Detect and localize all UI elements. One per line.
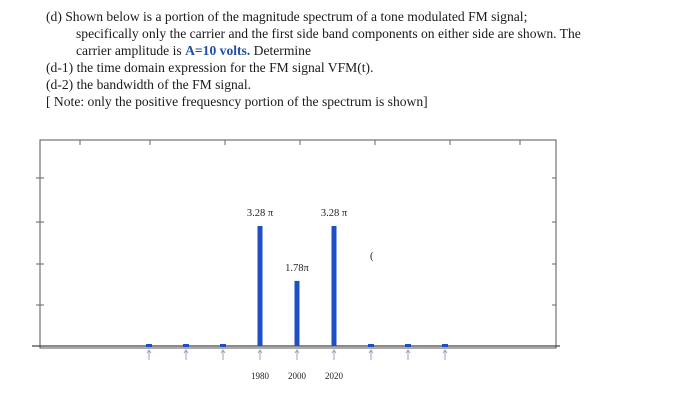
arrow-head	[442, 349, 448, 354]
carrier-text: carrier amplitude is	[76, 43, 186, 58]
problem-line-3: carrier amplitude is A=10 volts. Determi…	[46, 42, 686, 59]
small-sideband-mark	[146, 344, 152, 347]
arrow-head	[257, 349, 263, 354]
arrow-head	[220, 349, 226, 354]
small-sideband-mark	[405, 344, 411, 347]
determine-text: Determine	[250, 43, 312, 58]
arrow-head	[331, 349, 337, 354]
small-sideband-mark	[368, 344, 374, 347]
carrier-amplitude: A=10 volts.	[185, 43, 251, 58]
frequency-tick-label: 1980	[251, 371, 270, 381]
note-text: [ Note: only the positive frequesncy por…	[46, 94, 428, 109]
arrow-head	[405, 349, 411, 354]
arrow-head	[146, 349, 152, 354]
bar-data-label: 1.78π	[285, 263, 309, 274]
small-sideband-mark	[183, 344, 189, 347]
arrow-head	[294, 349, 300, 354]
spectral-bar	[257, 226, 263, 346]
spectral-bar	[331, 226, 337, 346]
problem-line-1: (d) Shown below is a portion of the magn…	[46, 9, 528, 24]
bar-data-label: 3.28 π	[247, 208, 274, 219]
small-sideband-mark	[442, 344, 448, 347]
arrow-head	[183, 349, 189, 354]
small-sideband-mark	[220, 344, 226, 347]
part-d2: (d-2) the bandwidth of the FM signal.	[46, 77, 252, 92]
frequency-tick-label: 2020	[325, 371, 344, 381]
part-d1: (d-1) the time domain expression for the…	[46, 60, 374, 75]
bar-data-label: 3.28 π	[321, 208, 348, 219]
problem-line-2: specifically only the carrier and the fi…	[76, 26, 581, 41]
plot-frame	[39, 139, 557, 349]
arrow-head	[368, 349, 374, 354]
spectral-bar	[294, 280, 300, 346]
frequency-tick-label: 2000	[288, 371, 307, 381]
problem-statement: (d) Shown below is a portion of the magn…	[46, 8, 686, 110]
stray-mark: (	[370, 251, 374, 262]
